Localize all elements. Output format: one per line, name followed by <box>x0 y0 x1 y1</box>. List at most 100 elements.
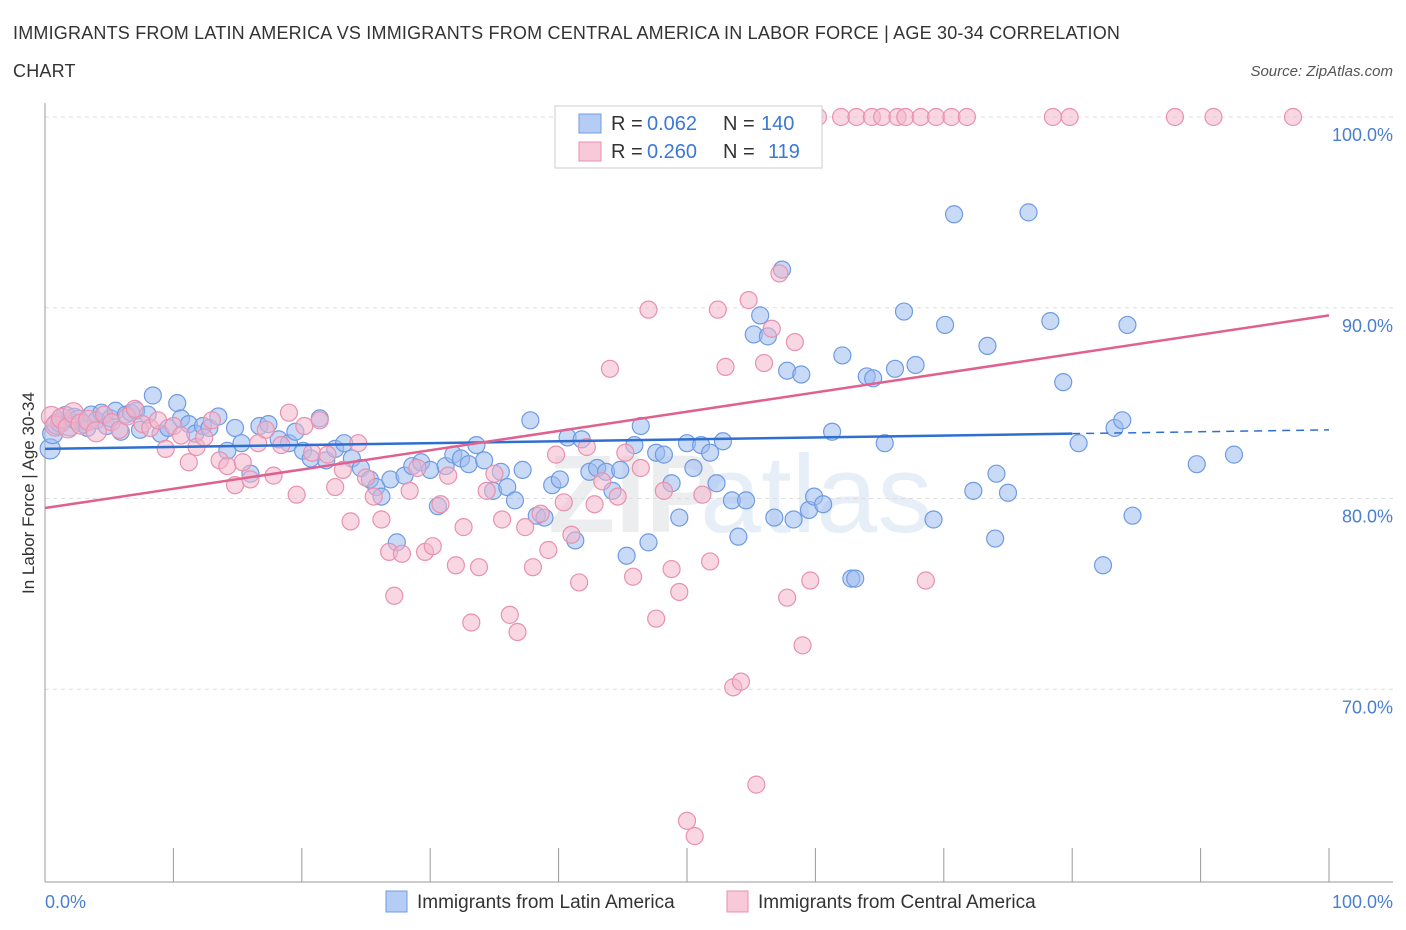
central-america-point <box>831 107 851 127</box>
central-america-point <box>249 434 268 453</box>
latin-america-point <box>168 394 187 413</box>
central-america-point <box>85 421 107 443</box>
latin-america-point <box>617 546 636 565</box>
central-america-point <box>554 493 573 512</box>
central-america-point <box>318 445 337 464</box>
latin-america-point <box>765 508 784 527</box>
central-america-point <box>873 107 892 127</box>
central-america-point <box>654 481 673 500</box>
central-america-point <box>1283 107 1303 127</box>
y-tick-labels: 70.0% 80.0% 90.0% 100.0% <box>1332 125 1393 717</box>
central-america-point <box>639 300 658 319</box>
central-america-point <box>477 481 496 500</box>
stats-box: R = 0.062 N = 140 R = 0.260 N = 119 <box>554 105 823 169</box>
central-america-point <box>462 613 481 632</box>
central-america-point <box>1060 107 1079 127</box>
y-axis-label: In Labor Force | Age 30-34 <box>19 392 38 594</box>
central-america-point <box>364 487 383 506</box>
central-america-point <box>508 622 527 642</box>
latin-america-point <box>1187 455 1206 474</box>
legend-label-latin-america[interactable]: Immigrants from Latin America <box>417 892 675 913</box>
central-america-point <box>716 357 735 376</box>
latin-america-point <box>833 346 852 365</box>
latin-america-point <box>998 483 1018 502</box>
central-america-point <box>608 487 627 506</box>
y-tick-label-70: 70.0% <box>1342 697 1393 717</box>
central-america-point <box>439 466 458 485</box>
central-america-point <box>754 353 774 373</box>
central-america-point <box>233 453 252 472</box>
latin-america-point <box>894 302 914 321</box>
central-america-point <box>801 571 820 590</box>
central-america-point <box>523 558 543 577</box>
stats-swatch-pink <box>578 141 602 162</box>
central-america-point <box>333 460 352 479</box>
latin-america-point <box>986 529 1005 548</box>
stats-n-label-blue: N = <box>723 113 755 135</box>
latin-america-point <box>639 533 658 552</box>
latin-america-point <box>987 464 1006 483</box>
central-america-point <box>172 426 191 445</box>
latin-america-point <box>792 365 811 384</box>
latin-america-point <box>459 455 478 474</box>
stats-r-label-pink: R = <box>611 141 643 163</box>
latin-america-point <box>846 569 865 588</box>
trend-line-central-america <box>44 314 1330 510</box>
central-america-point <box>731 672 751 691</box>
latin-america-point <box>505 491 525 510</box>
legend-swatch-latin-america[interactable] <box>385 890 408 913</box>
latin-america-point <box>924 510 943 529</box>
stats-r-label-blue: R = <box>611 113 643 135</box>
latin-america-point <box>944 205 964 224</box>
trend-line-latin-america <box>44 432 1073 451</box>
central-america-point <box>546 445 566 464</box>
latin-america-point <box>143 386 162 405</box>
central-america-point <box>739 291 758 310</box>
central-america-point <box>685 827 704 846</box>
central-america-point <box>562 525 581 544</box>
central-america-point <box>1204 107 1223 127</box>
central-america-point <box>372 510 391 529</box>
central-america-point <box>356 468 376 487</box>
legend: Immigrants from Latin America Immigrants… <box>385 890 1036 913</box>
central-america-point <box>279 403 299 422</box>
legend-swatch-central-america[interactable] <box>726 890 749 913</box>
central-america-point <box>957 107 977 127</box>
central-america-point <box>778 588 797 607</box>
central-america-point <box>125 399 144 418</box>
central-america-point <box>454 518 473 537</box>
latin-america-point <box>1123 506 1142 525</box>
latin-america-point <box>1069 434 1088 453</box>
central-america-point <box>392 544 412 563</box>
central-america-point <box>670 582 689 602</box>
source-label: Source: ZipAtlas.com <box>1250 63 1393 80</box>
central-america-point <box>195 428 214 447</box>
legend-label-central-america[interactable]: Immigrants from Central America <box>758 892 1036 913</box>
stats-swatch-blue <box>578 113 602 134</box>
central-america-point <box>747 775 766 794</box>
central-america-point <box>911 107 930 127</box>
central-america-point <box>785 332 804 352</box>
latin-america-point <box>513 460 532 479</box>
central-america-point <box>493 510 512 529</box>
central-america-point <box>485 464 504 483</box>
central-america-point <box>500 605 519 624</box>
y-tick-label-80: 80.0% <box>1342 507 1393 527</box>
latin-america-point <box>978 336 997 355</box>
central-america-point <box>531 504 550 523</box>
chart-title-line2: CHART <box>13 61 76 81</box>
central-america-point <box>179 453 198 472</box>
latin-america-point <box>701 443 720 462</box>
central-america-point <box>693 485 712 504</box>
central-america-point <box>926 107 946 127</box>
latin-america-point <box>1118 315 1137 335</box>
central-america-point <box>631 458 650 478</box>
central-america-point <box>408 458 427 478</box>
central-america-point <box>516 518 535 537</box>
y-tick-label-90: 90.0% <box>1342 316 1393 336</box>
trend-lines <box>44 314 1330 510</box>
latin-america-point <box>964 481 983 500</box>
central-america-point <box>431 495 450 514</box>
latin-america-point <box>814 495 833 514</box>
